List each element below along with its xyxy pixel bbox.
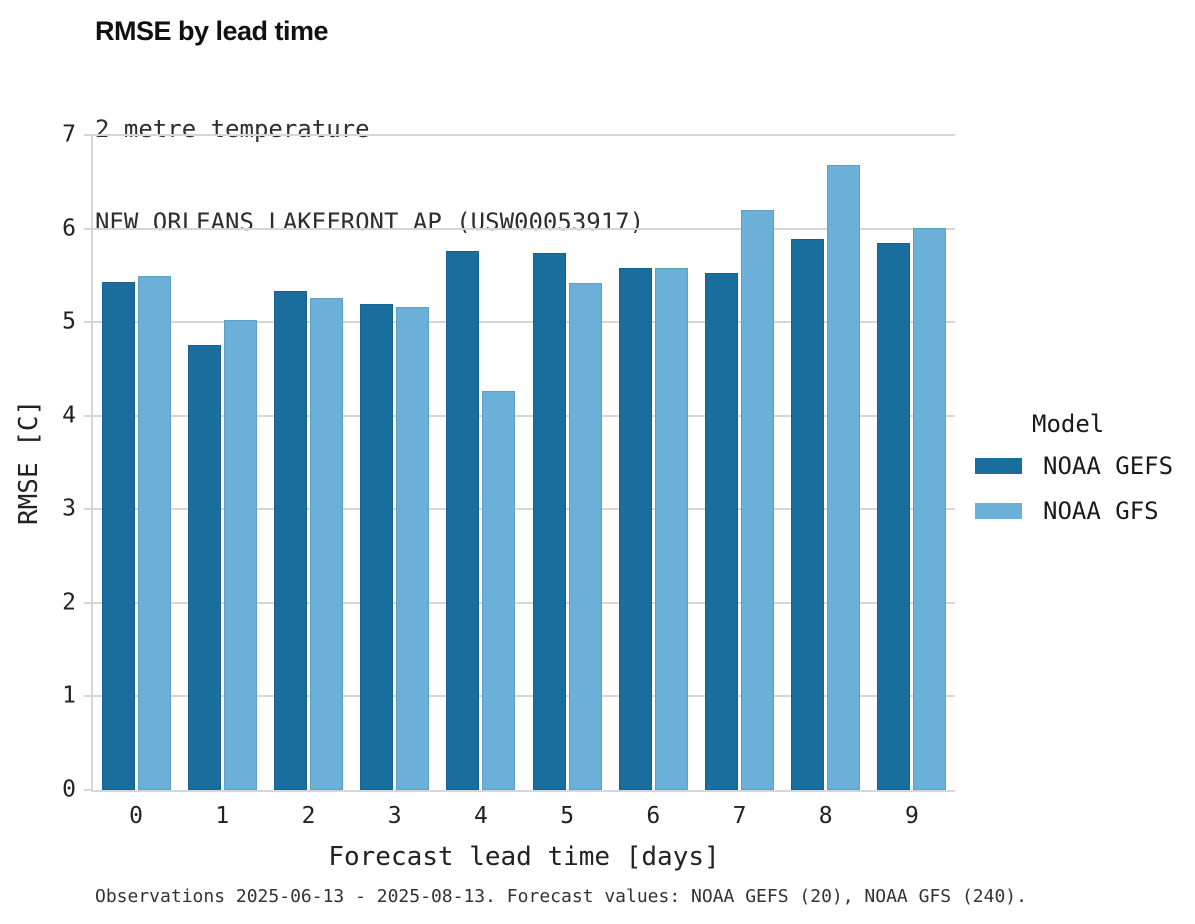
y-tick-mark-6 bbox=[84, 227, 93, 230]
bar-noaa-gefs-day-9 bbox=[877, 242, 911, 790]
gridline-1 bbox=[93, 695, 955, 698]
bar-noaa-gfs-day-3 bbox=[396, 307, 430, 790]
y-tick-label-4: 4 bbox=[62, 402, 76, 429]
y-tick-label-5: 5 bbox=[62, 308, 76, 335]
legend-title: Model bbox=[1032, 410, 1105, 438]
gridline-3 bbox=[93, 508, 955, 511]
legend: Model NOAA GEFS NOAA GFS bbox=[975, 410, 1173, 542]
y-tick-label-7: 7 bbox=[62, 121, 76, 148]
x-axis-spine bbox=[91, 790, 955, 792]
legend-swatch-noaa-gefs bbox=[975, 458, 1022, 474]
gridline-2 bbox=[93, 601, 955, 604]
bar-group-day-5 bbox=[524, 135, 610, 790]
bar-group-day-8 bbox=[783, 135, 869, 790]
bar-noaa-gefs-day-3 bbox=[360, 304, 394, 790]
y-tick-label-0: 0 bbox=[62, 776, 76, 803]
bar-group-day-0 bbox=[93, 135, 179, 790]
chart-subtitle-line-2: NEW ORLEANS LAKEFRONT AP (USW00053917) bbox=[95, 208, 645, 236]
legend-label-noaa-gefs: NOAA GEFS bbox=[1043, 452, 1174, 480]
x-axis-title: Forecast lead time [days] bbox=[328, 842, 720, 872]
bar-noaa-gfs-day-4 bbox=[482, 391, 516, 790]
x-tick-label-3: 3 bbox=[387, 803, 402, 829]
y-tick-labels: 0 1 2 3 4 5 6 7 bbox=[0, 121, 76, 802]
bar-noaa-gfs-day-7 bbox=[741, 209, 775, 790]
y-tick-mark-2 bbox=[84, 601, 93, 604]
y-tick-label-2: 2 bbox=[62, 589, 76, 616]
bar-noaa-gfs-day-5 bbox=[568, 282, 602, 790]
y-tick-mark-0 bbox=[84, 789, 93, 791]
bar-groups bbox=[93, 135, 955, 790]
legend-label-noaa-gfs: NOAA GFS bbox=[1043, 497, 1159, 525]
x-tick-label-9: 9 bbox=[905, 803, 919, 829]
gridline-5 bbox=[93, 321, 955, 324]
legend-items: NOAA GEFS NOAA GFS bbox=[975, 452, 1173, 525]
gridlines bbox=[84, 134, 955, 791]
x-tick-label-1: 1 bbox=[215, 803, 230, 829]
chart-footnote: Observations 2025-06-13 - 2025-08-13. Fo… bbox=[95, 886, 1027, 907]
bar-noaa-gfs-day-1 bbox=[223, 320, 257, 790]
x-tick-labels: 0 1 2 3 4 5 6 7 8 9 bbox=[93, 803, 955, 829]
x-tick-label-4: 4 bbox=[473, 803, 488, 829]
gridline-4 bbox=[93, 414, 955, 417]
bar-group-day-2 bbox=[265, 135, 351, 790]
bar-noaa-gfs-day-2 bbox=[310, 297, 343, 790]
x-tick-label-8: 8 bbox=[818, 803, 833, 829]
gridline-6 bbox=[93, 227, 955, 230]
bar-noaa-gefs-day-6 bbox=[618, 267, 652, 790]
y-axis-spine bbox=[91, 135, 93, 792]
bar-noaa-gefs-day-7 bbox=[705, 272, 739, 790]
bar-noaa-gefs-day-2 bbox=[274, 291, 307, 790]
bar-group-day-9 bbox=[869, 135, 955, 790]
y-tick-mark-1 bbox=[84, 695, 93, 698]
chart-subtitle-line-1: 2 metre temperature bbox=[95, 115, 370, 143]
gridline-7 bbox=[93, 134, 955, 136]
x-tick-label-2: 2 bbox=[301, 803, 316, 829]
bar-noaa-gfs-day-8 bbox=[827, 164, 861, 790]
plot-area bbox=[84, 134, 955, 792]
x-tick-label-7: 7 bbox=[732, 803, 747, 829]
bar-group-day-4 bbox=[438, 135, 524, 790]
y-tick-label-1: 1 bbox=[62, 682, 76, 709]
y-tick-mark-7 bbox=[84, 134, 93, 136]
legend-item-noaa-gfs: NOAA GFS bbox=[975, 497, 1173, 525]
bar-noaa-gfs-day-6 bbox=[654, 267, 688, 790]
bar-group-day-6 bbox=[610, 135, 696, 790]
chart-subtitle: 2 metre temperature NEW ORLEANS LAKEFRON… bbox=[95, 52, 644, 269]
legend-swatch-noaa-gfs bbox=[975, 503, 1022, 519]
y-tick-mark-5 bbox=[84, 321, 93, 324]
bar-noaa-gefs-day-0 bbox=[101, 281, 135, 790]
bar-noaa-gefs-day-5 bbox=[532, 252, 566, 790]
y-tick-label-3: 3 bbox=[62, 495, 76, 522]
x-tick-label-5: 5 bbox=[560, 803, 575, 829]
bar-noaa-gfs-day-9 bbox=[913, 227, 947, 790]
y-tick-mark-4 bbox=[84, 414, 93, 417]
chart-title: RMSE by lead time bbox=[95, 16, 329, 46]
x-tick-label-0: 0 bbox=[129, 803, 144, 829]
bar-group-day-1 bbox=[179, 135, 265, 790]
bar-noaa-gefs-day-4 bbox=[446, 251, 480, 790]
bar-group-day-3 bbox=[352, 135, 438, 790]
bar-noaa-gefs-day-8 bbox=[791, 238, 825, 790]
bar-group-day-7 bbox=[696, 135, 782, 790]
y-tick-label-6: 6 bbox=[62, 215, 76, 242]
bar-noaa-gefs-day-1 bbox=[187, 344, 221, 790]
y-tick-mark-3 bbox=[84, 508, 93, 511]
x-tick-label-6: 6 bbox=[646, 803, 661, 829]
legend-item-noaa-gefs: NOAA GEFS bbox=[975, 452, 1173, 480]
bar-noaa-gfs-day-0 bbox=[137, 276, 171, 790]
